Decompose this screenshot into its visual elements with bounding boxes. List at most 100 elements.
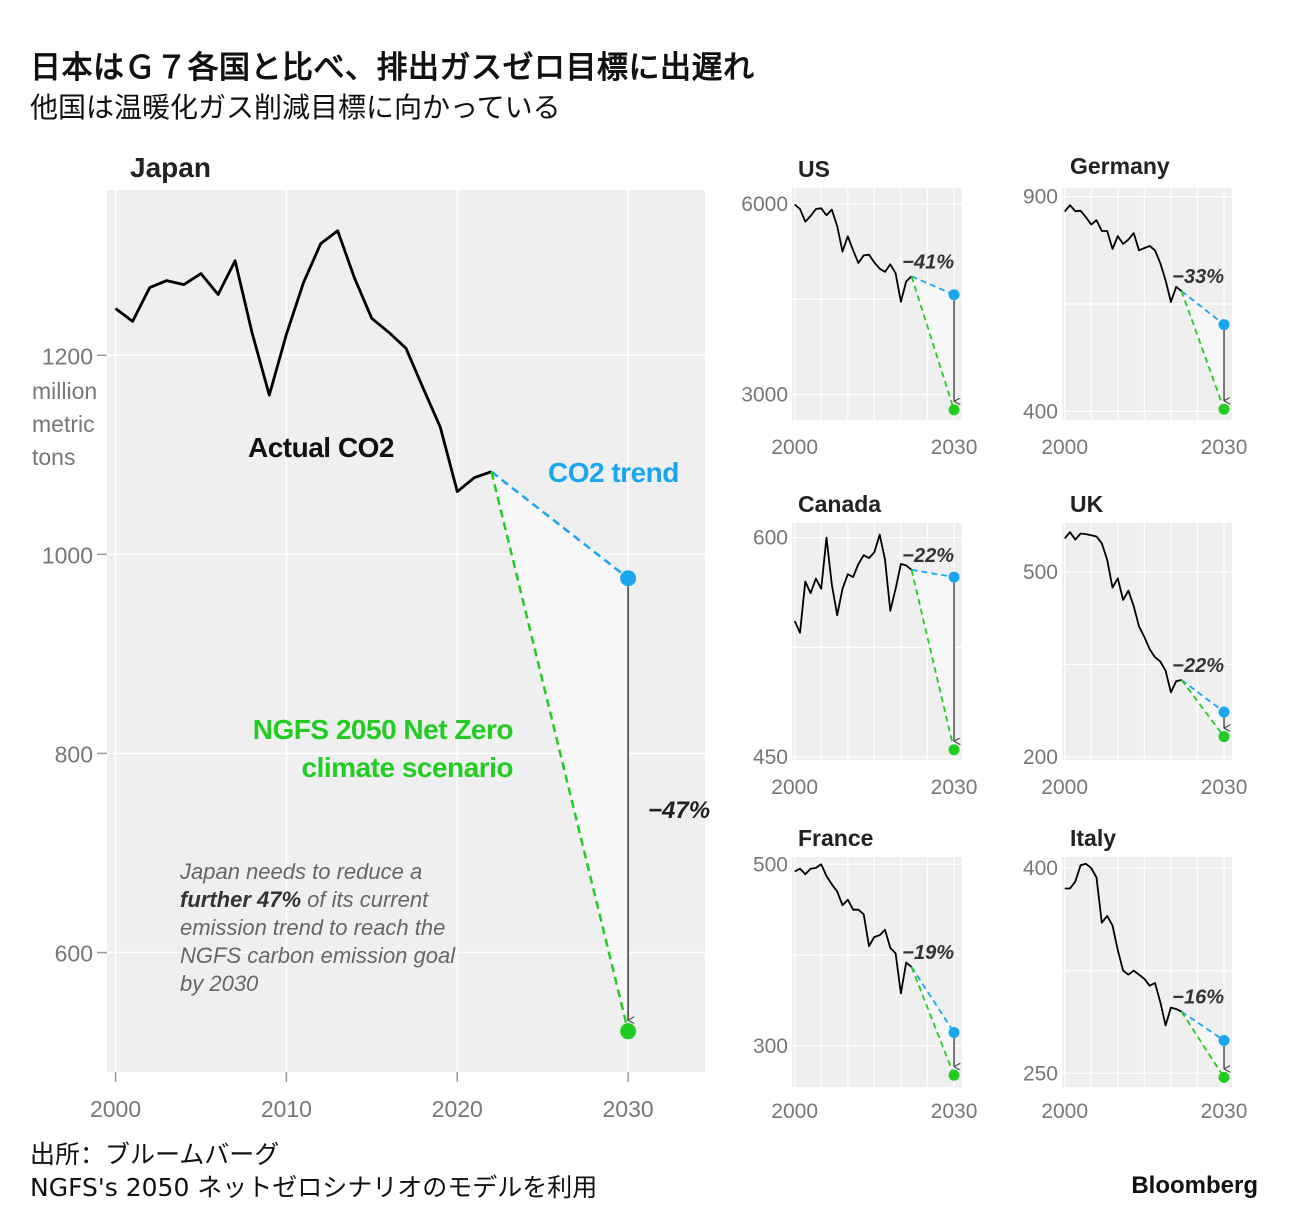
x-tick-label: 2030	[1201, 1100, 1248, 1123]
chart-france: 300 500 2000 2030 France −19%	[753, 825, 977, 1123]
x-tick-label: 2000	[1041, 436, 1088, 459]
x-tick-label: 2000	[771, 776, 818, 799]
y-axis-unit-label: million	[32, 378, 97, 404]
y-tick-label: 1000	[42, 542, 93, 568]
co2-trend-line	[1180, 290, 1225, 326]
actual-co2-line	[793, 533, 913, 634]
x-tick-label: 2020	[432, 1096, 483, 1122]
x-tick-label: 2000	[771, 436, 818, 459]
actual-co2-line	[794, 863, 913, 995]
y-axis-unit-label: tons	[32, 444, 75, 470]
annotation-line-1: Japan needs to reduce a	[179, 859, 422, 884]
x-tick-label: 2030	[931, 776, 978, 799]
chart-us: 3000 6000 2000 2030 US −41%	[741, 156, 977, 459]
percent-change-label: −47%	[648, 797, 710, 824]
trend-2030-point	[948, 571, 960, 583]
source-note: 出所：ブルームバーグ NGFS's 2050 ネットゼロシナリオのモデルを利用	[30, 1138, 597, 1204]
y-tick-label: 900	[1023, 186, 1058, 209]
ngfs-label-line-2: climate scenario	[302, 752, 514, 783]
y-tick-label: 6000	[741, 193, 788, 216]
plot-background	[1062, 857, 1232, 1087]
gap-shading	[1181, 1011, 1225, 1078]
trend-2030-point	[620, 570, 637, 587]
ngfs-2030-point	[1218, 403, 1230, 415]
annotation-rest: of its current	[301, 887, 429, 912]
y-tick-label: 600	[55, 941, 93, 967]
annotation-line-4: NGFS carbon emission goal	[180, 943, 456, 968]
x-tick-label: 2030	[931, 1100, 978, 1123]
percent-change-label: −33%	[1172, 266, 1224, 288]
ngfs-2030-point	[948, 1069, 960, 1081]
x-tick-label: 2030	[603, 1096, 654, 1122]
trend-2030-point	[1218, 1034, 1230, 1046]
plot-background	[792, 857, 962, 1087]
x-tick-label: 2030	[1201, 776, 1248, 799]
ngfs-scenario-line	[910, 569, 955, 750]
chart-title: 日本はＧ７各国と比べ、排出ガスゼロ目標に出遅れ	[30, 50, 755, 86]
chart-italy: 250 400 2000 2030 Italy −16%	[1023, 825, 1247, 1123]
y-tick-label: 3000	[741, 384, 788, 407]
co2-trend-line	[910, 966, 955, 1033]
y-tick-label: 200	[1023, 746, 1058, 769]
percent-change-label: −19%	[902, 942, 954, 964]
chart-subtitle: 他国は温暖化ガス削減目標に向かっている	[30, 91, 561, 124]
y-tick-label: 1200	[42, 343, 93, 369]
chart-canada: 450 600 2000 2030 Canada −22%	[753, 491, 977, 799]
y-tick-label: 300	[753, 1035, 788, 1058]
panel-title: France	[798, 825, 873, 851]
ngfs-2030-point	[948, 404, 960, 416]
annotation-line-5: by 2030	[180, 971, 259, 996]
co2-trend-line	[911, 275, 955, 296]
actual-co2-label: Actual CO2	[248, 432, 394, 463]
x-tick-label: 2000	[1041, 1100, 1088, 1123]
x-tick-label: 2000	[771, 1100, 818, 1123]
x-tick-label: 2000	[90, 1096, 141, 1122]
actual-co2-line	[1064, 531, 1182, 694]
co2-trend-line	[911, 568, 955, 579]
bloomberg-logo: Bloomberg	[1131, 1172, 1258, 1199]
source-line-2: NGFS's 2050 ネットゼロシナリオのモデルを利用	[30, 1173, 598, 1202]
panel-title: US	[798, 156, 830, 182]
percent-change-label: −16%	[1172, 987, 1224, 1009]
annotation-emphasis: further 47%	[180, 887, 301, 912]
ngfs-scenario-line	[910, 276, 955, 411]
ngfs-scenario-line	[490, 471, 630, 1032]
actual-co2-line	[794, 203, 913, 303]
chart-uk: 200 500 2000 2030 UK −22%	[1023, 491, 1247, 799]
trend-2030-point	[1218, 706, 1230, 718]
panel-title: Japan	[130, 152, 211, 183]
chart-germany: 400 900 2000 2030 Germany −33%	[1023, 153, 1247, 459]
annotation-line-3: emission trend to reach the	[180, 915, 445, 940]
source-line-1: 出所：ブルームバーグ	[30, 1140, 280, 1169]
y-tick-label: 400	[1023, 400, 1058, 423]
ngfs-2030-point	[1218, 1071, 1230, 1083]
actual-co2-line	[114, 229, 492, 494]
ngfs-scenario-line	[1180, 1011, 1225, 1078]
y-tick-label: 400	[1023, 857, 1058, 880]
ngfs-scenario-line	[1180, 290, 1225, 410]
gap-shading	[911, 967, 955, 1076]
panel-title: Italy	[1070, 825, 1116, 851]
annotation-line-2: further 47% of its current	[180, 887, 429, 912]
x-tick-label: 2000	[1041, 776, 1088, 799]
ngfs-2030-point	[948, 744, 960, 756]
panel-title: Germany	[1070, 153, 1170, 179]
ngfs-scenario-line	[1180, 679, 1225, 738]
y-tick-label: 250	[1023, 1062, 1058, 1085]
percent-change-label: −41%	[902, 251, 954, 273]
y-tick-label: 500	[1023, 561, 1058, 584]
y-tick-label: 800	[55, 741, 93, 767]
trend-2030-point	[948, 289, 960, 301]
percent-change-label: −22%	[902, 545, 954, 567]
ngfs-label-line-1: NGFS 2050 Net Zero	[253, 714, 514, 745]
panel-title: UK	[1070, 491, 1104, 517]
co2-trend-line	[1181, 1010, 1225, 1042]
panel-title: Canada	[798, 491, 881, 517]
y-tick-label: 500	[753, 853, 788, 876]
percent-change-label: −22%	[1172, 655, 1224, 677]
y-tick-label: 450	[753, 746, 788, 769]
chart-japan: 600 800 1000 1200 2000 2010 2020 2030 Japan Actua…	[32, 152, 710, 1122]
co2-trend-label: CO2 trend	[548, 457, 679, 488]
ngfs-2030-point	[1218, 731, 1230, 743]
trend-2030-point	[948, 1026, 960, 1038]
